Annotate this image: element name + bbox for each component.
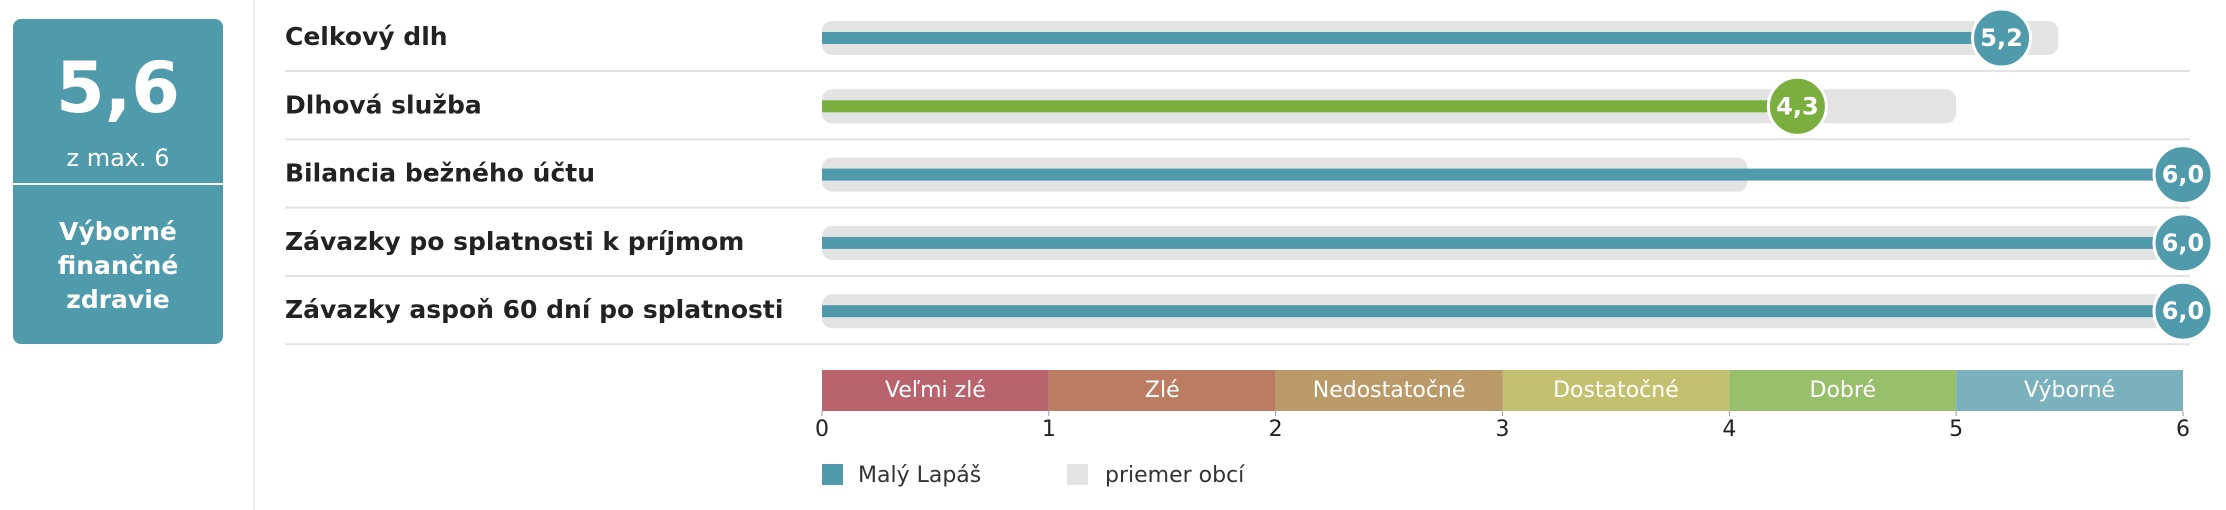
- value-marker: [2152, 212, 2214, 274]
- scale-band: [1729, 370, 1957, 411]
- legend-label: Malý Lapáš: [858, 463, 981, 488]
- x-tick-label: 2: [1269, 417, 1283, 442]
- value-marker: [2152, 144, 2214, 206]
- value-bar: [822, 32, 2002, 44]
- scale-band-label: Výborné: [2024, 378, 2115, 403]
- value-label: 4,3: [1776, 92, 1819, 120]
- value-bar: [822, 236, 2183, 249]
- row-label: Bilancia bežného účtu: [285, 159, 595, 188]
- row-label: Závazky aspoň 60 dní po splatnosti: [285, 295, 783, 324]
- scale-band-label: Dostatočné: [1553, 378, 1679, 403]
- value-bar: [822, 100, 1798, 113]
- scale-band: [1275, 370, 1503, 411]
- row-label: Celkový dlh: [285, 22, 448, 51]
- x-tick-label: 3: [1496, 417, 1510, 442]
- score-value: 5,6: [55, 47, 180, 129]
- legend-swatch: [1067, 464, 1088, 485]
- legend-label: priemer obcí: [1105, 463, 1245, 488]
- scale-band: [822, 370, 1049, 411]
- scale-band: [1956, 370, 2183, 411]
- scale-band-label: Veľmi zlé: [885, 378, 986, 403]
- score-rating: Výborné finančné zdravie: [57, 217, 179, 314]
- value-label: 6,0: [2162, 229, 2205, 257]
- x-tick-label: 4: [1722, 417, 1736, 442]
- scale-band-label: Nedostatočné: [1313, 378, 1466, 403]
- value-label: 6,0: [2162, 297, 2205, 325]
- x-tick-label: 0: [815, 417, 829, 442]
- score-box: 5,6 z max. 6 Výborné finančné zdravie: [13, 19, 223, 344]
- scale-band: [1048, 370, 1276, 411]
- row-label: Závazky po splatnosti k príjmom: [285, 227, 744, 256]
- value-label: 6,0: [2162, 161, 2205, 189]
- value-label: 5,2: [1980, 24, 2023, 52]
- x-tick-label: 1: [1042, 417, 1056, 442]
- value-bar: [822, 168, 2183, 181]
- legend-swatch: [822, 464, 843, 485]
- scale-band-label: Zlé: [1145, 378, 1180, 403]
- scale-band: [1502, 370, 1730, 411]
- value-marker: [1766, 75, 1828, 137]
- x-tick-label: 5: [1949, 417, 1963, 442]
- value-marker: [2152, 280, 2214, 342]
- x-tick-label: 6: [2176, 417, 2190, 442]
- value-marker: [1971, 7, 2033, 69]
- value-bar: [822, 305, 2183, 318]
- score-caption: z max. 6: [66, 144, 170, 172]
- row-label: Dlhová služba: [285, 90, 482, 119]
- scale-band-label: Dobré: [1810, 378, 1876, 403]
- score-divider: [13, 183, 223, 185]
